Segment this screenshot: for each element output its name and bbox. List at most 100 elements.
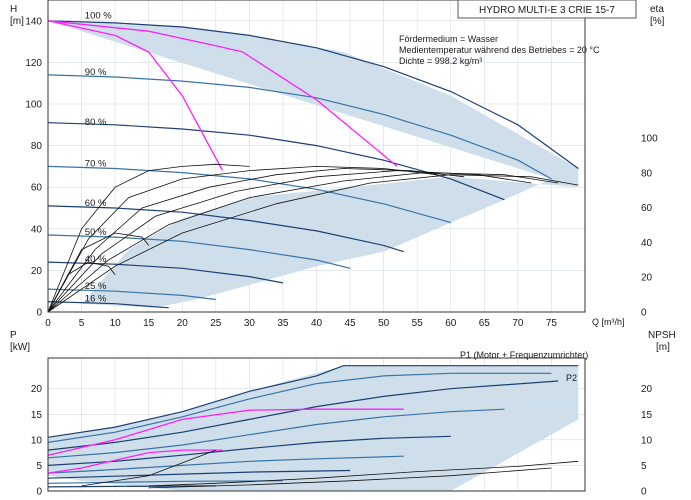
p2-curve (47, 372, 552, 443)
npsh-curve (148, 467, 552, 489)
eta-curve (47, 168, 465, 313)
title-box: HYDRO MULTI-E 3 CRIE 15-7 (479, 5, 615, 16)
p2-curve (47, 408, 505, 459)
npsh-axis-unit: [m] (656, 342, 670, 353)
q-tick: 70 (512, 318, 524, 329)
p1-grid (47, 0, 585, 313)
q-tick: 50 (378, 318, 390, 329)
q-tick: 10 (110, 318, 122, 329)
p2-curve (47, 380, 559, 451)
p2-operating-zone (48, 365, 579, 491)
p2-axes: 0 5 10 15 20 0 5 10 15 20 (31, 357, 653, 498)
q-axis-label: Q [m³/h] (592, 317, 625, 327)
p1-y-tick-right: 60 (641, 203, 653, 214)
p1-curve (47, 301, 169, 309)
p2-limit-lines (47, 408, 404, 474)
p1-y-tick-right: 0 (641, 308, 647, 319)
p1-y-tick-left: 120 (25, 58, 42, 69)
p1-y-tick-left: 140 (25, 16, 42, 27)
p2-curve (47, 480, 283, 484)
eta-curve (47, 232, 150, 313)
p-axis-label: P (10, 330, 17, 341)
p1-curve (47, 234, 351, 269)
p2-y-tick-right: 5 (641, 461, 647, 472)
p2-limit-line (47, 408, 404, 456)
speed-label: 50 % (85, 227, 107, 238)
head-panel: 0 20 40 60 80 100 120 140 0 20 40 60 80 100 0 5 10 15 20 25… (10, 0, 665, 329)
q-tick: 5 (79, 318, 85, 329)
p1-y-tick-left: 0 (36, 308, 42, 319)
p1-limit-line (47, 20, 398, 167)
q-tick: 25 (210, 318, 222, 329)
p2-series-label: P2 (566, 373, 577, 383)
eta-axis-label: eta (650, 4, 664, 15)
p1-zone-polygon (48, 20, 579, 308)
speed-label: 16 % (85, 294, 107, 305)
p2-npsh-curves (81, 449, 579, 489)
speed-label: 60 % (85, 198, 107, 209)
p2-y-tick-right: 10 (641, 435, 653, 446)
q-tick: 35 (277, 318, 289, 329)
power-panel: 0 5 10 15 20 0 5 10 15 20 P [kW] NPSH [m] P1 (Mot… (10, 330, 676, 498)
p1-y-tick-right: 100 (641, 134, 658, 145)
p1-y-tick-left: 100 (25, 100, 42, 111)
q-tick: 65 (479, 318, 491, 329)
p1-efficiency-curves (47, 163, 579, 313)
q-tick: 60 (445, 318, 457, 329)
q-tick: 75 (546, 318, 558, 329)
p1-y-tick-right: 40 (641, 238, 653, 249)
npsh-axis-label: NPSH (648, 330, 676, 341)
info-line-2: Medientemperatur während des Betriebes =… (399, 45, 600, 55)
p1-curve (47, 288, 216, 301)
h-axis-unit: [m] (10, 16, 24, 27)
info-line-1: Fördermedium = Wasser (399, 34, 498, 44)
p2-curve (47, 435, 451, 466)
p1-curve (47, 165, 451, 224)
p1-y-tick-left: 40 (31, 224, 43, 235)
q-tick: 45 (345, 318, 357, 329)
speed-label: 100 % (85, 11, 112, 22)
speed-label: 25 % (85, 281, 107, 292)
p1-axes: 0 20 40 60 80 100 120 140 0 20 40 60 80 100 0 5 10 15 20 25… (25, 0, 658, 329)
q-tick: 55 (412, 318, 424, 329)
p2-y-tick-left: 20 (31, 384, 43, 395)
q-tick: 20 (177, 318, 189, 329)
p1-series-label: P1 (Motor + Frequenzumrichter) (460, 350, 588, 360)
eta-curve (47, 172, 559, 313)
p2-y-tick-right: 15 (641, 410, 653, 421)
q-tick: 15 (143, 318, 155, 329)
p2-y-tick-left: 0 (36, 487, 42, 498)
speed-label: 70 % (85, 158, 107, 169)
p2-y-tick-right: 0 (641, 487, 647, 498)
speed-label: 80 % (85, 117, 107, 128)
p2-curve (47, 365, 579, 438)
eta-axis-unit: [%] (650, 16, 665, 27)
p1-operating-zone (48, 20, 579, 308)
eta-curve (47, 163, 250, 313)
p2-y-tick-left: 5 (36, 461, 42, 472)
h-axis-label: H (10, 4, 17, 15)
q-tick: 30 (244, 318, 256, 329)
info-line-3: Dichte = 998.2 kg/m³ (399, 56, 482, 66)
p2-limit-line (47, 449, 223, 474)
p1-y-tick-right: 80 (641, 168, 653, 179)
p2-y-tick-left: 15 (31, 410, 43, 421)
p2-y-tick-left: 10 (31, 435, 43, 446)
p2-y-tick-right: 20 (641, 384, 653, 395)
p1-limit-line (47, 20, 224, 171)
p2-zone-polygon (48, 365, 579, 491)
title-box-frame (457, 0, 637, 19)
eta-curve (47, 174, 579, 313)
p1-curve (47, 74, 552, 180)
p1-limit-lines (47, 20, 398, 171)
p2-curve (47, 469, 351, 479)
speed-label: 40 % (85, 254, 107, 265)
p2-curve (47, 485, 216, 488)
npsh-curve (81, 449, 216, 487)
p2-curve (47, 455, 404, 474)
p-axis-unit: [kW] (10, 342, 30, 353)
npsh-curve (148, 460, 579, 487)
p1-plot-frame (47, 0, 586, 313)
q-tick: 0 (45, 318, 51, 329)
